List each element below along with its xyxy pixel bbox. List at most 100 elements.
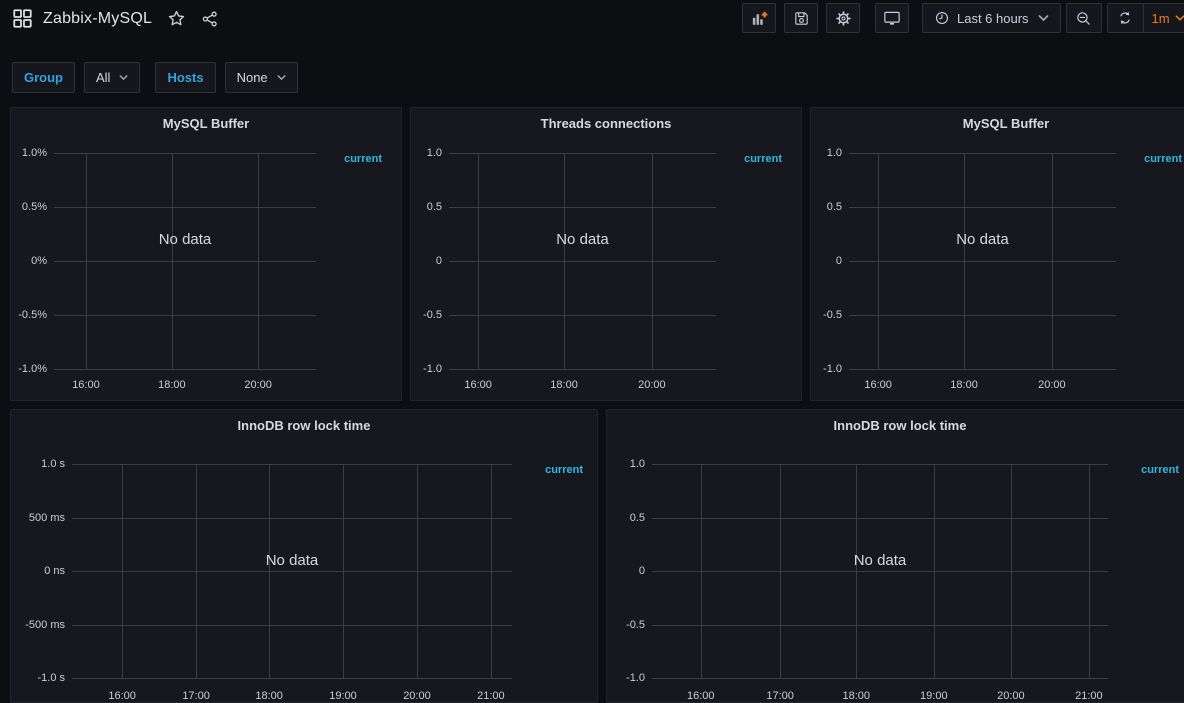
x-axis-tick-label: 20:00 [638,379,666,391]
header-left: Zabbix-MySQL [13,9,219,28]
y-axis-tick-label: -1.0 s [37,672,65,684]
panel-row-1: MySQL Buffer current 1.0% 0.5% 0% -0.5% -1.0% 1… [10,107,1184,401]
magnifier-minus-icon [1075,10,1092,27]
y-axis-tick-label: 1.0% [21,147,47,159]
tv-kiosk-icon [883,9,901,27]
y-axis-tick-label: -0.5 [423,309,442,321]
panel-title[interactable]: Threads connections [540,116,672,131]
gridline-vertical [933,464,935,678]
share-icon[interactable] [201,10,219,28]
x-axis-tick-label: 21:00 [477,690,505,702]
y-axis-tick-label: -0.5% [18,309,47,321]
panel-title[interactable]: InnoDB row lock time [833,418,967,433]
no-data-message: No data [556,231,609,248]
gridline-horizontal [849,261,1116,262]
gridline-vertical [700,464,702,678]
x-axis-tick-label: 20:00 [403,690,431,702]
panel: MySQL Buffer current 1.0% 0.5% 0% -0.5% -1.0% 1… [10,107,402,401]
star-icon[interactable] [167,9,186,28]
y-axis-tick-label: 0.5% [21,201,47,213]
x-axis-tick-label: 17:00 [182,690,210,702]
plot-area[interactable] [449,153,716,370]
gridline-horizontal [54,315,316,316]
add-panel-icon [751,10,768,27]
gridline-vertical [564,153,566,369]
gridline-vertical [856,464,858,678]
x-axis-tick-label: 20:00 [997,690,1025,702]
gridline-horizontal [652,464,1108,465]
no-data-message: No data [265,552,319,569]
gridline-horizontal [849,153,1116,154]
gridline-vertical [651,153,653,369]
apps-grid-icon[interactable] [13,9,32,28]
variables-submenu: Group All Hosts None [12,62,298,93]
y-axis-tick-label: 0 [835,255,842,267]
gridline-horizontal [652,678,1108,679]
x-axis-tick-label: 17:00 [766,690,794,702]
chevron-down-icon [1175,14,1184,22]
panel-row-2: InnoDB row lock time current 1.0 s 500 ms 0 … [10,409,1184,703]
cycle-view-mode-button[interactable] [875,3,909,33]
gridline-horizontal [72,571,512,572]
refresh-button[interactable] [1108,4,1143,32]
dashboard-grid: MySQL Buffer current 1.0% 0.5% 0% -0.5% -1.0% 1… [10,107,1184,703]
x-axis-tick-label: 16:00 [464,379,492,391]
gridline-vertical [780,464,782,678]
legend-item-current[interactable]: current [1144,153,1182,165]
y-axis-tick-label: 500 ms [28,511,65,524]
variable-value-hosts-dropdown[interactable]: None [224,62,298,93]
save-dashboard-button[interactable] [784,3,818,33]
legend-item-current[interactable]: current [744,153,782,165]
gridline-vertical [1051,153,1053,369]
gridline-horizontal [54,261,316,262]
variable-label: Hosts [167,70,204,85]
plot-area[interactable] [652,464,1108,679]
plot-area[interactable] [54,153,316,370]
add-panel-button[interactable] [742,3,776,33]
x-axis-tick-label: 18:00 [255,690,283,702]
plot-area[interactable] [72,464,512,679]
time-range-picker[interactable]: Last 6 hours [922,3,1061,33]
legend-item-current[interactable]: current [545,464,583,476]
panel-title[interactable]: MySQL Buffer [962,116,1050,131]
x-axis-tick-label: 18:00 [842,690,871,702]
gridline-horizontal [449,261,716,262]
gridline-vertical [122,464,124,678]
sync-icon [1117,10,1133,26]
panel: Threads connections current 1.0 0.5 0 -0.5 -1.… [410,107,802,401]
panel-title[interactable]: InnoDB row lock time [237,418,371,433]
gridline-vertical [1088,464,1090,678]
panel-title[interactable]: MySQL Buffer [162,116,250,131]
panel: InnoDB row lock time current 1.0 s 500 ms 0 … [10,409,598,703]
variable-value-group-dropdown[interactable]: All [84,62,141,93]
y-axis-tick-label: 0 ns [44,565,65,577]
gridline-vertical [258,153,260,369]
refresh-interval-dropdown[interactable]: 1m [1142,4,1184,32]
gridline-horizontal [652,571,1108,572]
y-axis-tick-label: 0.5 [426,201,442,213]
settings-gear-icon [835,10,852,27]
plot-area[interactable] [849,153,1116,370]
gridline-horizontal [449,153,716,154]
x-axis-tick-label: 16:00 [864,379,892,391]
zoom-out-button[interactable] [1065,3,1102,33]
no-data-message: No data [956,231,1009,248]
variable-value: None [236,70,268,85]
gridline-horizontal [72,464,512,465]
gridline-vertical [964,153,966,369]
time-range-label: Last 6 hours [957,10,1029,26]
y-axis-tick-label: 0 [435,255,442,267]
legend-item-current[interactable]: current [1141,464,1179,476]
x-axis-tick-label: 20:00 [1038,379,1066,391]
gridline-vertical [171,153,173,369]
variable-label-group: Group [12,62,75,93]
y-axis-tick-label: -1.0 [423,363,442,375]
y-axis-tick-label: 1.0 [826,147,842,159]
gridline-horizontal [849,207,1116,208]
gridline-horizontal [849,369,1116,370]
dashboard-settings-button[interactable] [826,3,860,33]
legend-item-current[interactable]: current [344,153,382,165]
x-axis-tick-label: 19:00 [920,690,948,702]
x-axis-tick-label: 18:00 [158,379,186,391]
chevron-down-icon [277,74,286,81]
